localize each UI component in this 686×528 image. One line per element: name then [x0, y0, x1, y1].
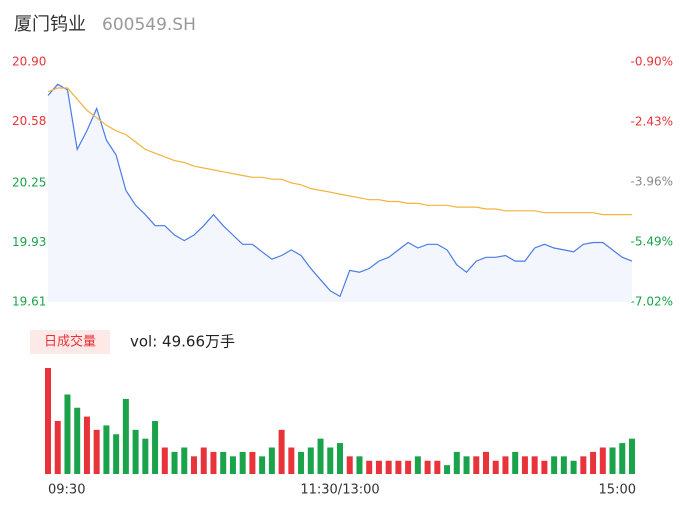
volume-bar [268, 447, 275, 474]
volume-badge: 日成交量 [44, 334, 96, 350]
volume-bar [259, 456, 266, 474]
volume-bar [142, 438, 149, 474]
y2-tick-label: -2.43% [631, 115, 673, 129]
volume-bar [395, 460, 402, 474]
volume-bar [278, 429, 285, 474]
volume-bar [375, 460, 382, 474]
volume-bar [317, 438, 324, 474]
volume-bar [74, 407, 81, 474]
volume-bar [181, 447, 188, 474]
stock-code: 600549.SH [102, 15, 196, 35]
volume-bar [239, 451, 246, 474]
volume-bar [113, 434, 120, 474]
volume-bar [541, 460, 548, 474]
volume-bar [512, 451, 519, 474]
volume-bar [385, 460, 392, 474]
volume-bar [307, 447, 314, 474]
y2-tick-label: -0.90% [631, 55, 673, 69]
volume-bar [103, 425, 110, 474]
volume-bar [570, 460, 577, 474]
badge-bg [30, 330, 110, 354]
volume-bar [483, 451, 489, 474]
x-tick-label: 11:30/13:00 [300, 483, 379, 498]
y2-tick-label: -7.02% [631, 295, 673, 309]
volume-bar [629, 438, 635, 474]
price-line [47, 83, 633, 298]
x-tick-label: 15:00 [599, 483, 636, 498]
volume-bar [288, 447, 295, 474]
volume-bar [492, 460, 499, 474]
volume-bar [327, 447, 334, 474]
volume-bar [83, 416, 90, 474]
volume-bar [64, 394, 71, 474]
volume-bar [191, 456, 197, 474]
volume-bar [200, 447, 207, 474]
volume-bar [560, 456, 567, 474]
volume-bar [453, 451, 460, 474]
volume-bar [551, 456, 558, 474]
y-tick-label: 20.25 [12, 175, 46, 189]
volume-bar [531, 456, 538, 474]
volume-bar [122, 398, 129, 474]
volume-bar [171, 451, 178, 474]
volume-bar [298, 451, 305, 474]
volume-bar [414, 456, 421, 474]
volume-bar [463, 456, 470, 474]
volume-bar [45, 368, 51, 474]
volume-total: vol: 49.66万手 [130, 333, 235, 351]
volume-bar [229, 456, 236, 474]
average-line [47, 87, 632, 216]
price-area [48, 84, 632, 302]
volume-bar [521, 456, 528, 474]
volume-bar [580, 456, 587, 474]
volume-bar [424, 460, 431, 474]
volume-bar [152, 421, 159, 474]
volume-bar [405, 460, 412, 474]
y-tick-label: 20.58 [12, 114, 46, 128]
volume-bar [249, 451, 256, 474]
volume-bar [356, 456, 363, 474]
volume-bar [599, 447, 606, 474]
volume-bar [54, 421, 61, 474]
volume-bar [366, 460, 373, 474]
x-tick-label: 09:30 [48, 483, 85, 498]
volume-bar [444, 465, 451, 474]
volume-bar [210, 451, 217, 474]
volume-bar [220, 451, 227, 474]
volume-bar [346, 456, 353, 474]
y-tick-label: 20.90 [12, 55, 46, 69]
y2-tick-label: -3.96% [631, 175, 673, 189]
volume-bar [502, 456, 509, 474]
volume-bar [473, 456, 480, 474]
volume-bar [609, 447, 616, 474]
volume-bar [619, 443, 626, 474]
volume-bar [132, 429, 139, 474]
volume-bar [590, 451, 597, 474]
y-tick-label: 19.61 [12, 295, 46, 309]
volume-bar [434, 460, 441, 474]
y2-tick-label: -5.49% [631, 235, 673, 249]
stock-name: 厦门钨业 [14, 14, 86, 35]
y-tick-label: 19.93 [12, 235, 46, 249]
volume-bar [161, 447, 168, 474]
volume-bar [93, 429, 100, 474]
volume-bar [337, 443, 343, 474]
